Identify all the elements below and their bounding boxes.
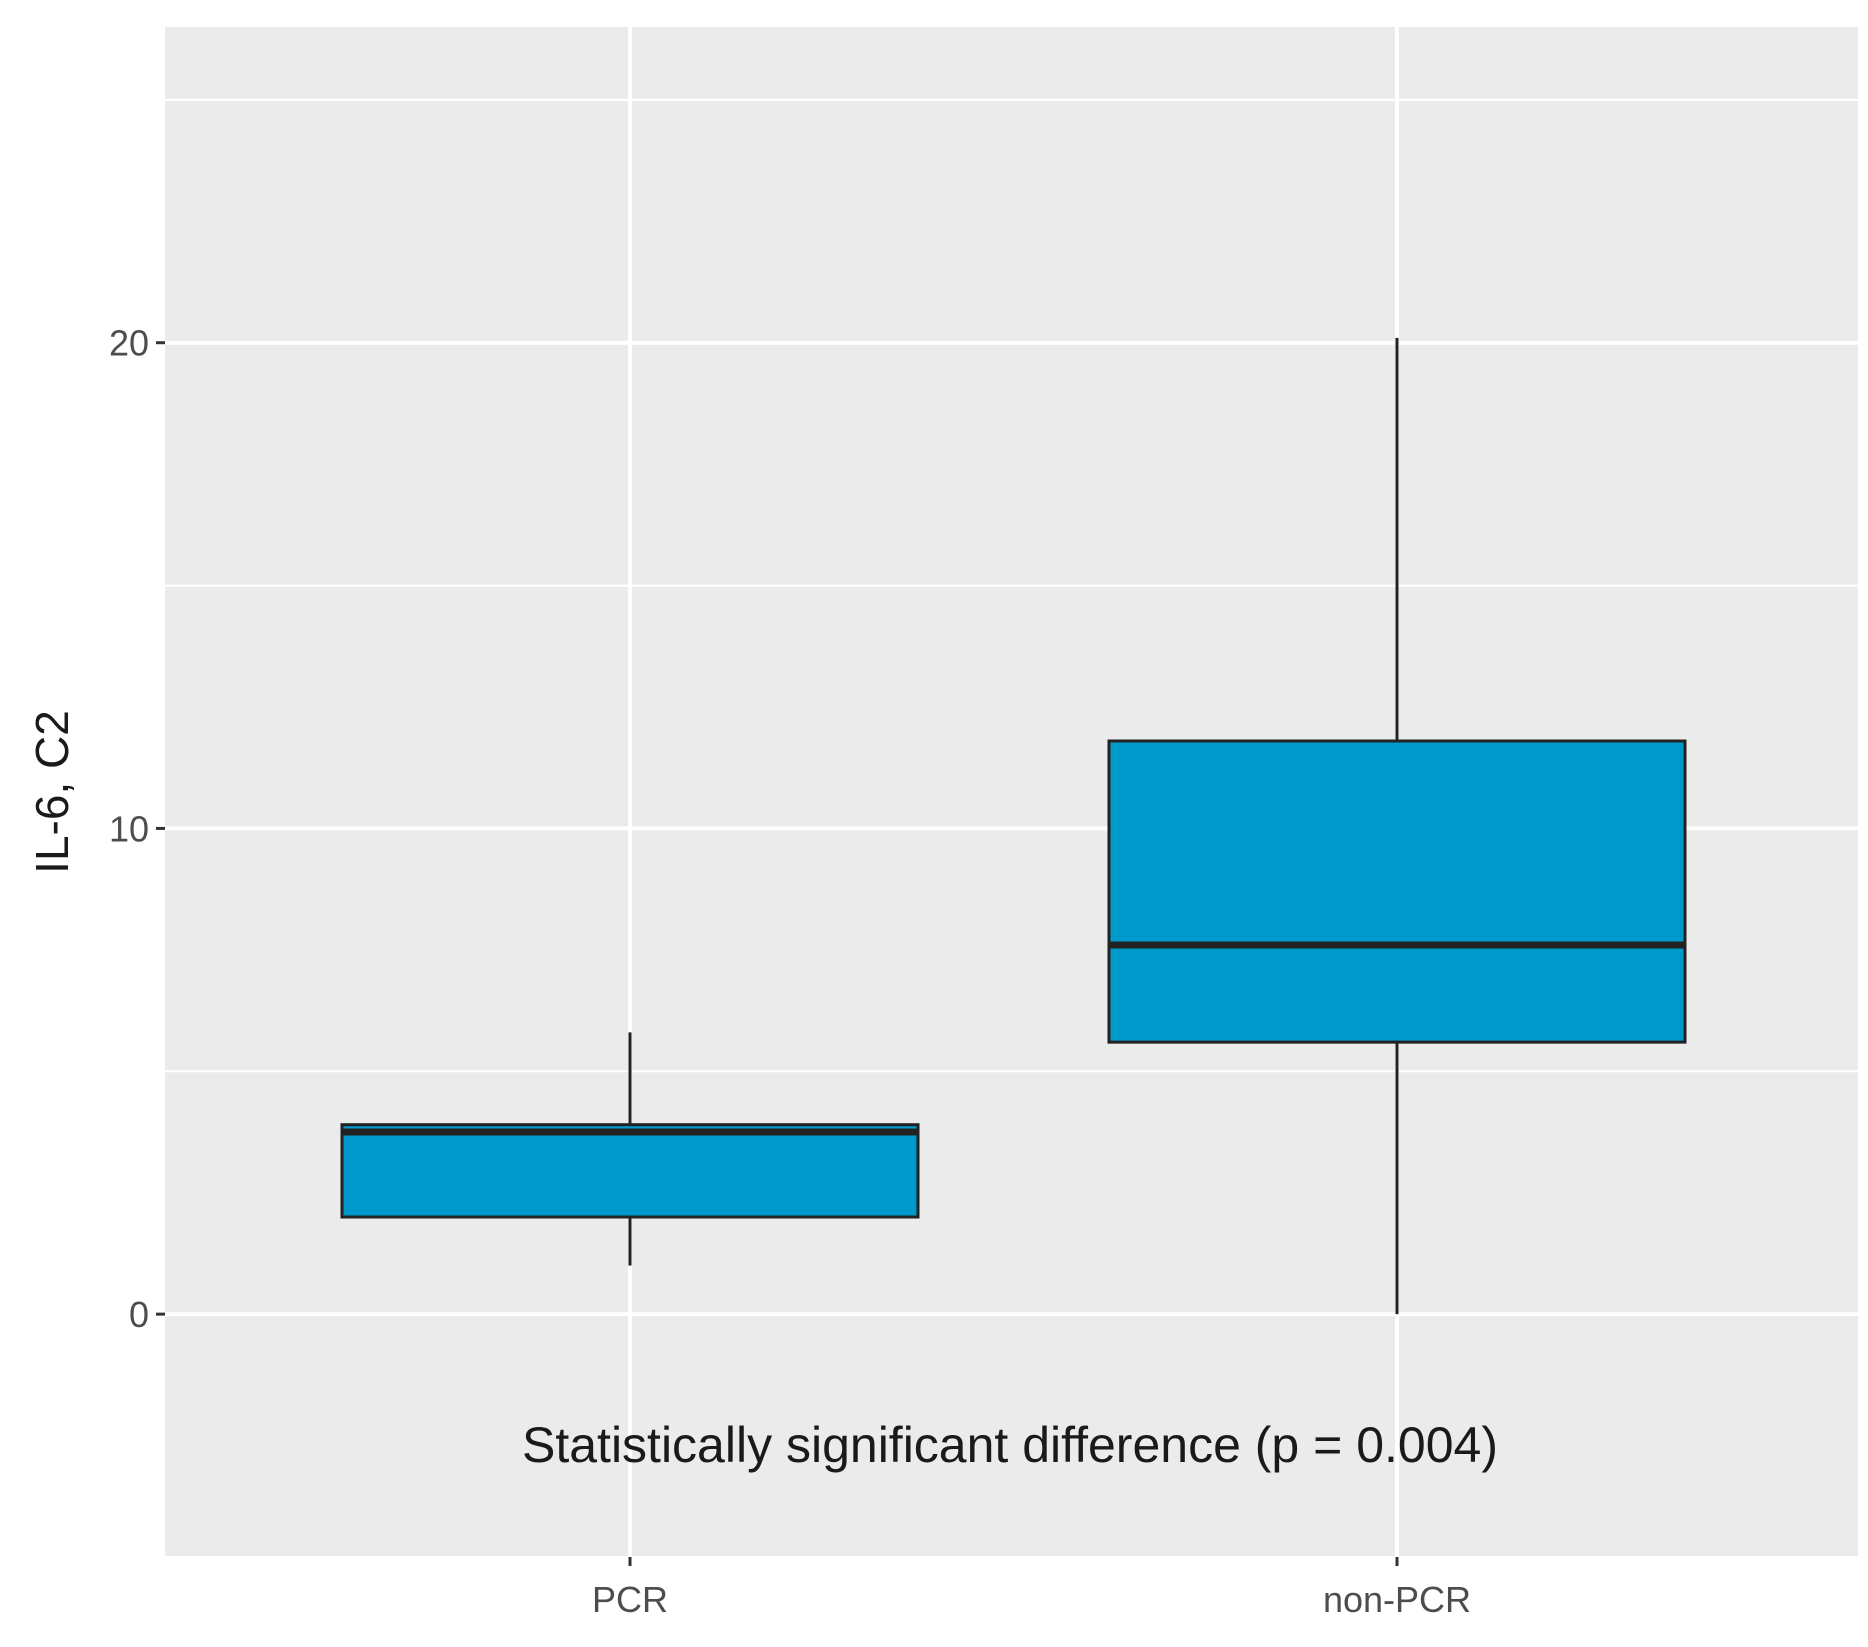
y-tick-label: 20	[109, 323, 149, 364]
x-tick-label: PCR	[592, 1579, 668, 1620]
y-tick-label: 0	[129, 1294, 149, 1335]
box-non-pcr	[1107, 337, 1687, 1315]
boxes	[340, 337, 1687, 1315]
y-tick-label: 10	[109, 808, 149, 849]
y-axis: 0 10 20	[109, 323, 165, 1335]
significance-annotation: Statistically significant difference (p …	[522, 1417, 1498, 1473]
x-axis: PCR non-PCR	[592, 1557, 1471, 1620]
y-axis-title: IL-6, C2	[26, 710, 78, 874]
interquartile-box	[1107, 739, 1687, 1044]
interquartile-box	[340, 1123, 920, 1219]
x-tick-label: non-PCR	[1323, 1579, 1471, 1620]
minor-gridlines	[165, 98, 1858, 1558]
box-pcr	[340, 1032, 920, 1266]
